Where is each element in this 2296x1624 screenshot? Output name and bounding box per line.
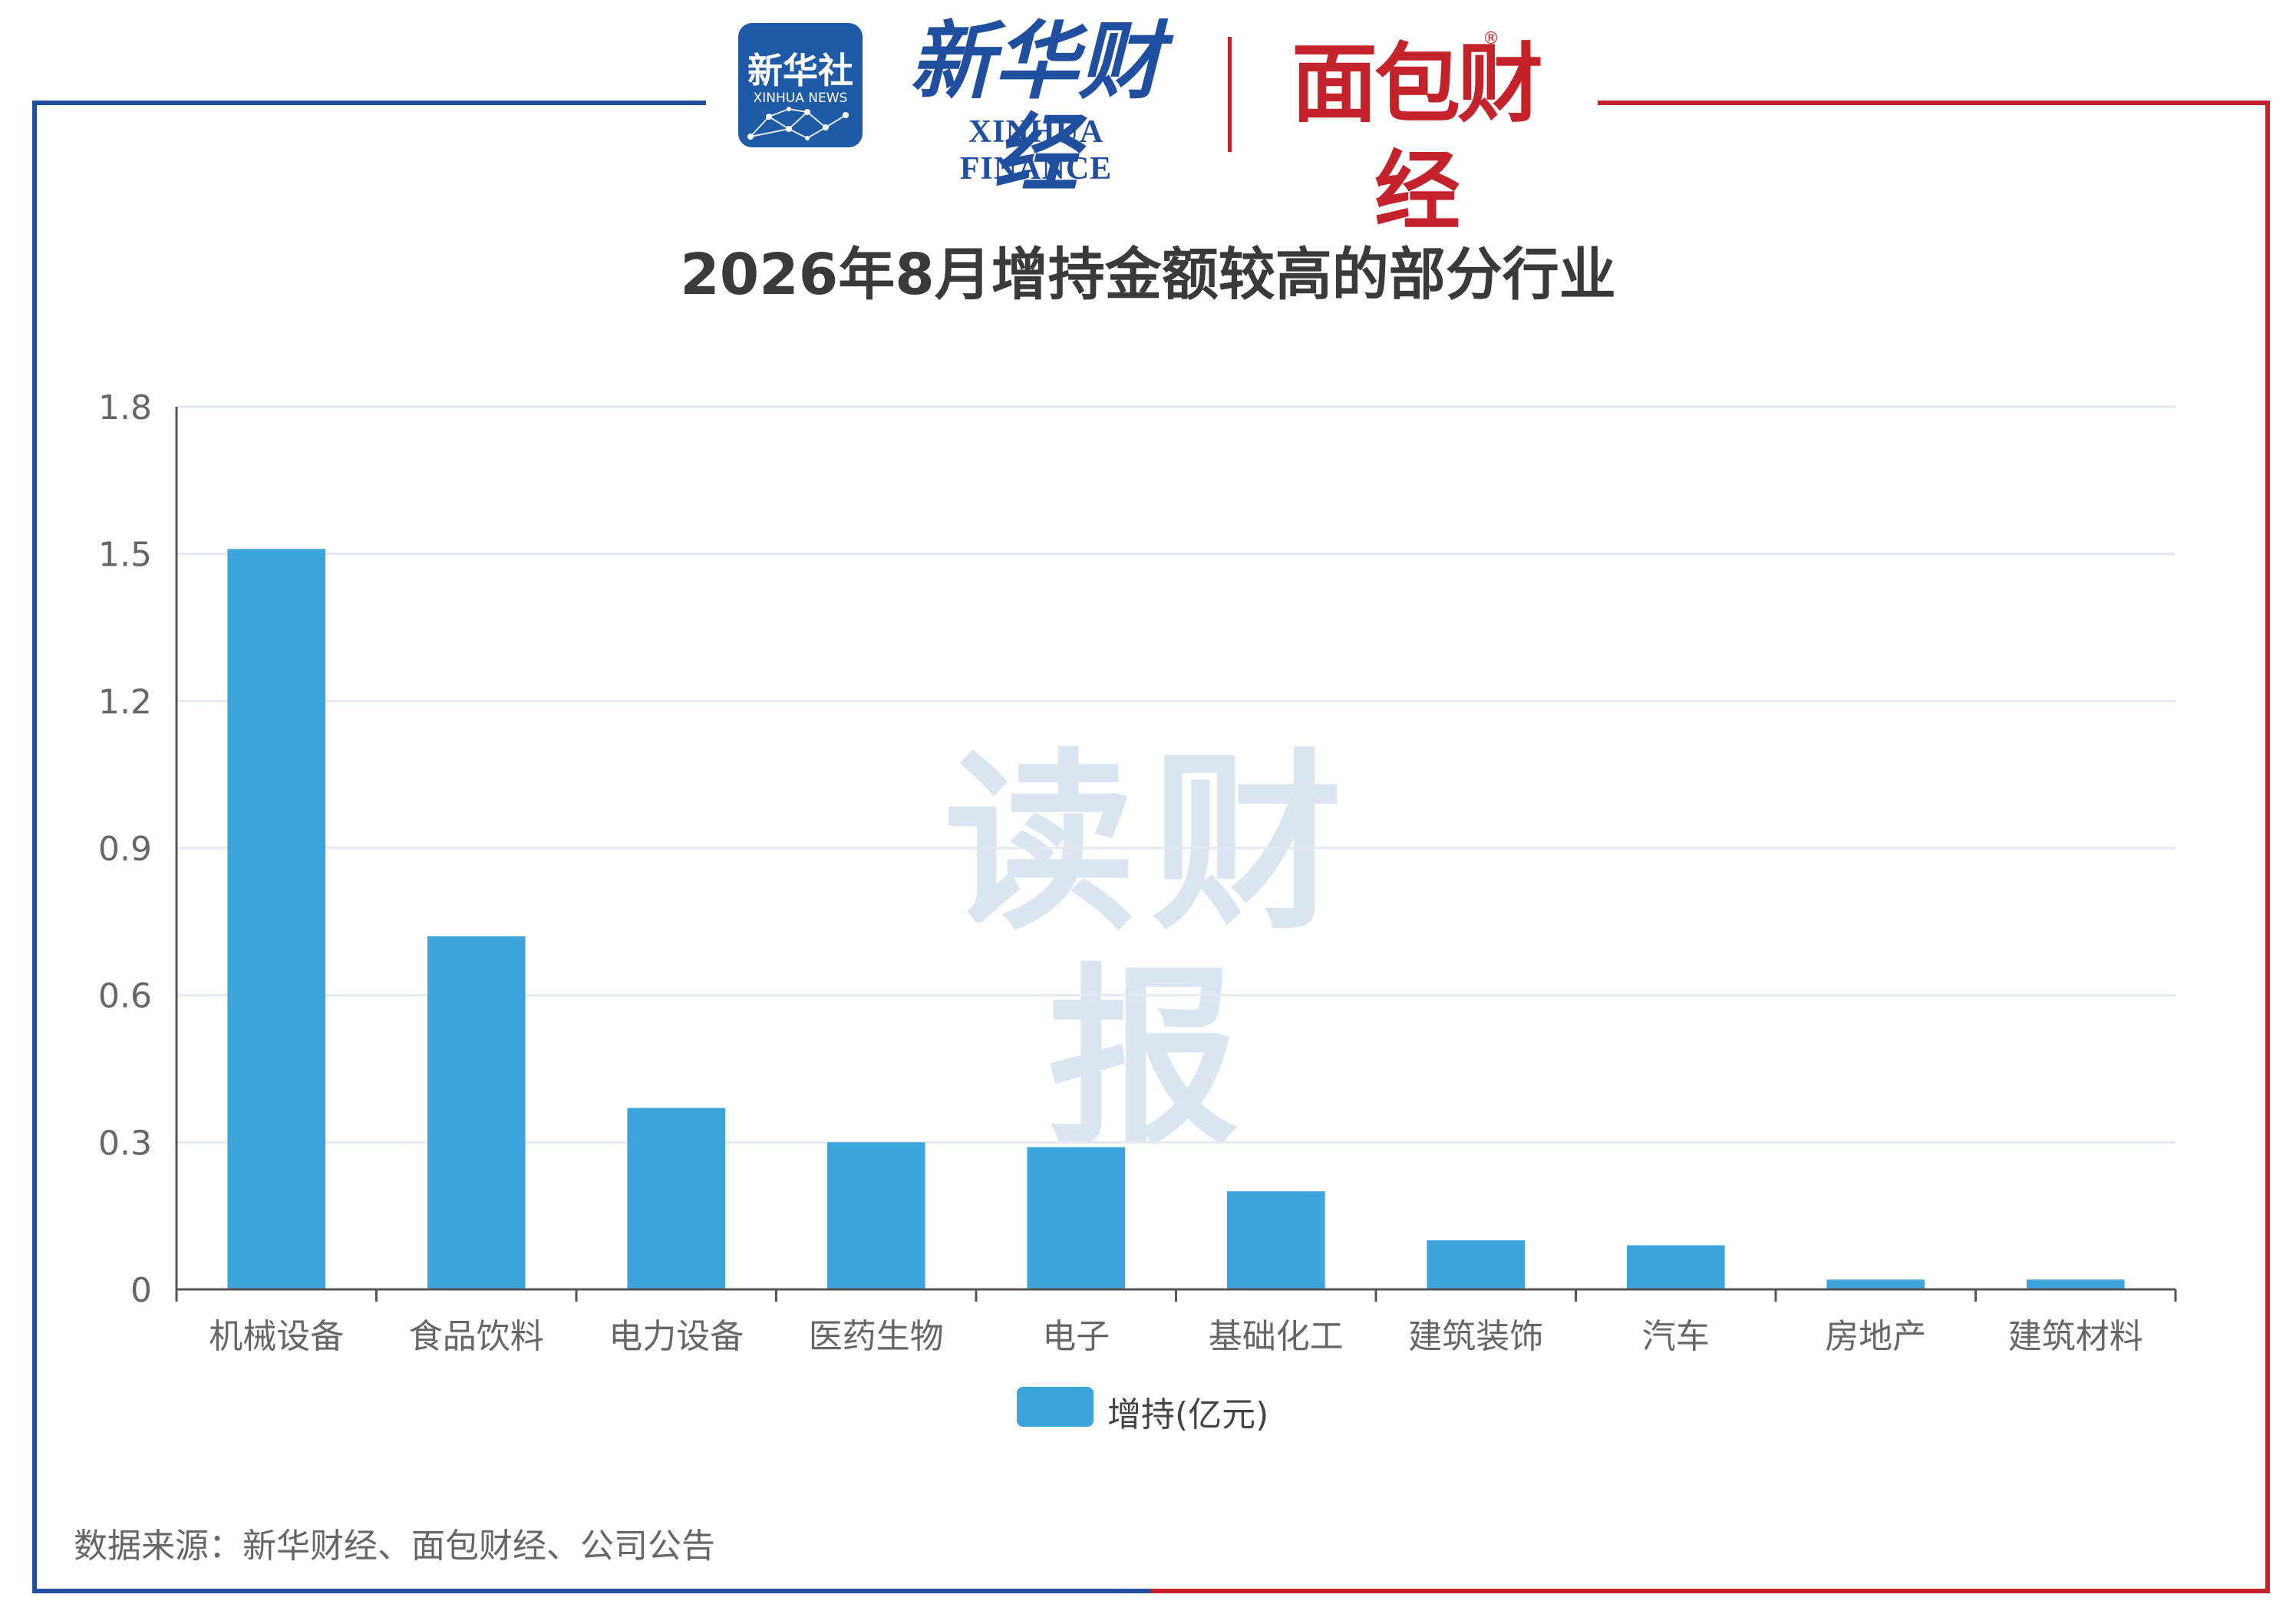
x-category-label: 建筑材料 — [2008, 1317, 2143, 1356]
bar — [1427, 1240, 1526, 1289]
bar — [1226, 1191, 1325, 1289]
bar — [427, 936, 526, 1289]
logo-divider — [1228, 37, 1232, 152]
bar — [1826, 1279, 1925, 1289]
legend-label: 增持(亿元) — [1107, 1395, 1269, 1434]
network-pattern-icon — [747, 107, 849, 140]
x-category-label: 电子 — [1042, 1317, 1110, 1356]
data-source-note: 数据来源：新华财经、面包财经、公司公告 — [74, 1527, 715, 1566]
x-category-label: 机械设备 — [209, 1317, 344, 1356]
y-tick-label: 0.6 — [98, 977, 152, 1016]
x-category-label: 医药生物 — [809, 1317, 944, 1356]
x-category-label: 基础化工 — [1209, 1317, 1344, 1356]
axes — [175, 407, 2177, 1302]
bar — [1027, 1147, 1126, 1289]
y-tick-label: 0 — [130, 1271, 152, 1310]
frame-top-right-line — [1598, 101, 2270, 105]
y-tick-label: 0.3 — [98, 1124, 152, 1163]
bar — [227, 549, 326, 1289]
frame-bottom-right-line — [1151, 1589, 2270, 1593]
frame-right-line — [2265, 101, 2270, 1593]
y-tick-label: 1.8 — [98, 388, 152, 427]
mianbao-finance-logo: 面包财经 — [1292, 35, 1543, 242]
x-category-label: 食品饮料 — [409, 1317, 544, 1356]
xinhua-finance-logo-cn: 新华财经 — [909, 12, 1163, 203]
bar — [826, 1142, 925, 1289]
xinhua-news-logo-subtext: XINHUA NEWS — [753, 91, 848, 106]
xinhua-news-logo: 新华社 XINHUA NEWS — [738, 23, 863, 147]
y-tick-label: 1.2 — [98, 682, 152, 721]
y-tick-label: 0.9 — [98, 830, 152, 869]
x-category-label: 房地产 — [1825, 1317, 1926, 1356]
x-category-label: 汽车 — [1642, 1317, 1710, 1356]
x-category-label: 电力设备 — [609, 1317, 744, 1356]
frame-bottom-left-line — [32, 1589, 1151, 1593]
xinhua-news-logo-text: 新华社 — [747, 50, 853, 91]
registered-mark: ® — [1483, 29, 1499, 48]
frame-left-line — [32, 101, 37, 1593]
chart-title: 2026年8月增持金额较高的部分行业 — [680, 242, 1616, 308]
frame-top-left-line — [32, 101, 706, 105]
bars — [227, 549, 2125, 1289]
legend-swatch — [1017, 1387, 1094, 1427]
xinhua-finance-logo-en: XINHUA FINANCE — [959, 114, 1113, 186]
bar — [2026, 1279, 2125, 1289]
watermark: 读财报 — [944, 732, 1358, 1170]
bar — [627, 1107, 726, 1289]
bar — [1626, 1245, 1725, 1289]
x-category-label: 建筑装饰 — [1408, 1317, 1543, 1356]
axis-labels: 0 0.3 0.6 0.9 1.2 1.5 1.8 机械设备 食品饮料 电力设备 医药生物 电子 基础化… — [98, 388, 2143, 1356]
y-tick-label: 1.5 — [98, 536, 152, 575]
